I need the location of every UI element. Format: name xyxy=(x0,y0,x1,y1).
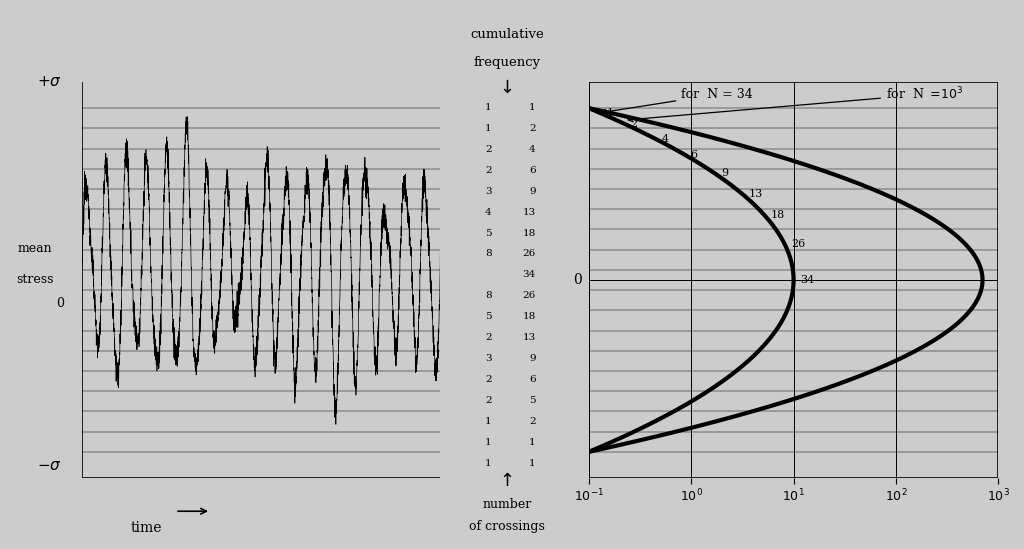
Text: 18: 18 xyxy=(522,312,536,322)
Text: time: time xyxy=(131,521,162,535)
Text: 26: 26 xyxy=(791,239,805,249)
Text: 1: 1 xyxy=(529,460,536,468)
Text: 18: 18 xyxy=(522,228,536,238)
Text: 2: 2 xyxy=(485,376,492,384)
Text: 1: 1 xyxy=(607,108,614,118)
Text: 2: 2 xyxy=(485,396,492,405)
Text: 0: 0 xyxy=(56,297,65,310)
Text: ↓: ↓ xyxy=(500,79,514,97)
Text: 1: 1 xyxy=(529,439,536,447)
Text: 3: 3 xyxy=(485,355,492,363)
Text: 13: 13 xyxy=(522,333,536,343)
Text: for  N $=\!10^3$: for N $=\!10^3$ xyxy=(628,86,964,122)
Text: 2: 2 xyxy=(529,417,536,427)
Text: 34: 34 xyxy=(522,271,536,279)
Text: $+\sigma$: $+\sigma$ xyxy=(37,75,62,89)
Text: 1: 1 xyxy=(529,103,536,111)
Text: number: number xyxy=(482,498,531,511)
Text: 1: 1 xyxy=(485,417,492,427)
Text: 2: 2 xyxy=(529,124,536,132)
Text: 1: 1 xyxy=(485,124,492,132)
Text: 5: 5 xyxy=(485,228,492,238)
Text: 4: 4 xyxy=(663,134,670,144)
Text: 13: 13 xyxy=(749,189,763,199)
Text: 0: 0 xyxy=(572,273,582,287)
Text: mean: mean xyxy=(18,242,52,255)
Text: 6: 6 xyxy=(529,166,536,175)
Text: 4: 4 xyxy=(529,144,536,154)
Text: 13: 13 xyxy=(522,208,536,216)
Text: 1: 1 xyxy=(485,103,492,111)
Text: for  N = 34: for N = 34 xyxy=(601,88,753,114)
Text: 4: 4 xyxy=(485,208,492,216)
Text: 3: 3 xyxy=(485,187,492,195)
Text: cumulative: cumulative xyxy=(470,29,544,41)
Text: 8: 8 xyxy=(485,292,492,300)
Text: 18: 18 xyxy=(770,210,784,220)
Text: $-\sigma$: $-\sigma$ xyxy=(37,459,62,473)
Text: 5: 5 xyxy=(529,396,536,405)
Text: 2: 2 xyxy=(485,144,492,154)
Text: 9: 9 xyxy=(529,187,536,195)
Text: ↑: ↑ xyxy=(500,472,514,490)
Text: 5: 5 xyxy=(485,312,492,322)
Text: 6: 6 xyxy=(529,376,536,384)
Text: 26: 26 xyxy=(522,249,536,259)
Text: 9: 9 xyxy=(721,169,728,178)
Text: 2: 2 xyxy=(485,333,492,343)
Text: 26: 26 xyxy=(522,292,536,300)
Text: 2: 2 xyxy=(485,166,492,175)
Text: 34: 34 xyxy=(800,275,814,285)
Text: 1: 1 xyxy=(485,460,492,468)
Text: 6: 6 xyxy=(690,149,697,160)
Text: 1: 1 xyxy=(485,439,492,447)
Text: 9: 9 xyxy=(529,355,536,363)
Text: frequency: frequency xyxy=(473,56,541,69)
Text: 8: 8 xyxy=(485,249,492,259)
Text: 2: 2 xyxy=(630,119,637,128)
Text: stress: stress xyxy=(16,273,54,287)
Text: of crossings: of crossings xyxy=(469,520,545,533)
